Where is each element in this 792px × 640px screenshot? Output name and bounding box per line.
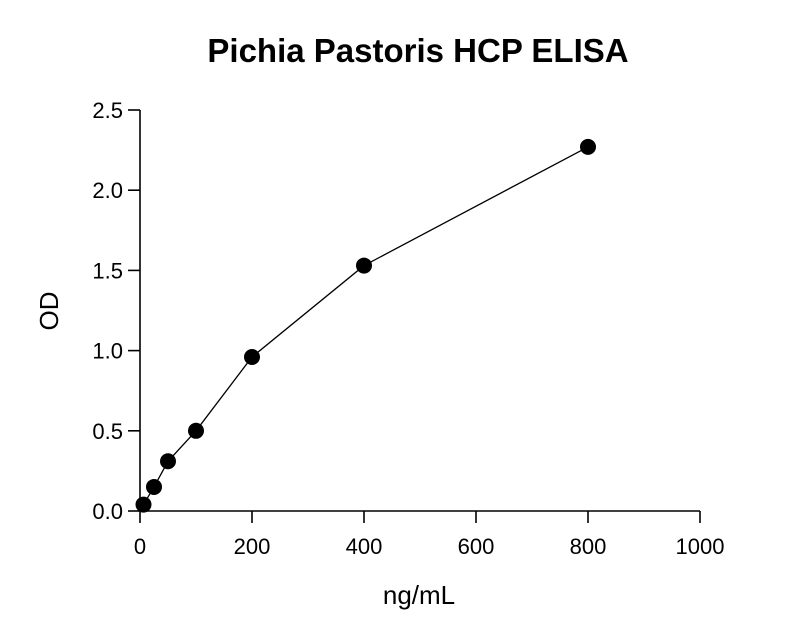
y-tick-label: 1.5 [92, 258, 123, 283]
x-tick-label: 400 [346, 534, 383, 559]
x-tick-label: 800 [570, 534, 607, 559]
y-tick-label: 0.0 [92, 499, 123, 524]
chart-title: Pichia Pastoris HCP ELISA [207, 32, 628, 69]
x-tick-label: 1000 [676, 534, 725, 559]
data-point [580, 138, 596, 155]
plot-area [135, 138, 596, 513]
data-point [146, 478, 162, 495]
y-axis-ticks: 0.0 0.5 1.0 1.5 2.0 2.5 [92, 98, 140, 524]
x-axis-label: ng/mL [383, 580, 455, 610]
data-point [135, 496, 152, 513]
x-axis-ticks: 0 200 400 600 800 1000 [134, 511, 725, 559]
axes [139, 110, 700, 512]
y-axis-label: OD [34, 292, 64, 331]
y-tick-label: 1.0 [92, 339, 123, 364]
data-point [356, 257, 372, 274]
data-point [160, 453, 176, 470]
x-tick-label: 600 [458, 534, 495, 559]
y-tick-label: 0.5 [92, 419, 123, 444]
y-tick-label: 2.5 [92, 98, 123, 123]
data-point [188, 422, 204, 439]
x-tick-label: 0 [134, 534, 146, 559]
y-tick-label: 2.0 [92, 178, 123, 203]
data-point [244, 349, 260, 366]
series-line [142, 146, 589, 505]
x-tick-label: 200 [234, 534, 271, 559]
